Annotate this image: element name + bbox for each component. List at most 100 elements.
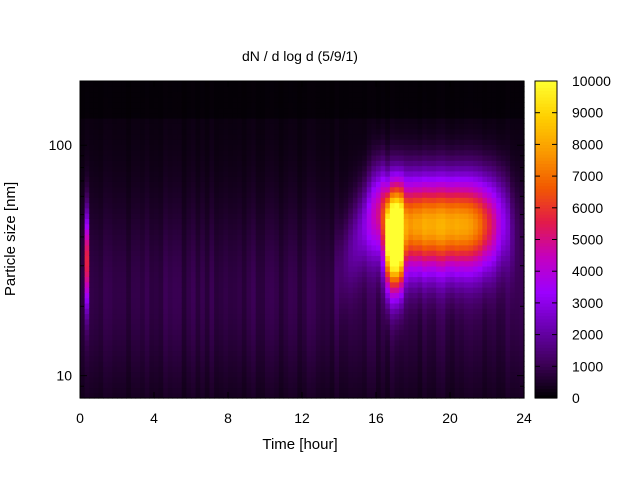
heatmap-cell	[107, 265, 113, 272]
heatmap-cell	[223, 91, 229, 98]
heatmap-cell	[371, 250, 377, 256]
heatmap-cell	[403, 102, 409, 109]
heatmap-cell	[214, 160, 220, 167]
heatmap-cell	[408, 139, 414, 145]
heatmap-cell	[413, 313, 419, 320]
heatmap-cell	[158, 133, 164, 140]
heatmap-cell	[278, 86, 285, 93]
heatmap-cell	[237, 154, 243, 161]
heatmap-cell	[408, 350, 414, 357]
heatmap-cell	[255, 213, 261, 219]
heatmap-cell	[306, 202, 312, 209]
heatmap-cell	[103, 287, 109, 293]
heatmap-cell	[320, 102, 326, 109]
heatmap-cell	[130, 276, 137, 283]
heatmap-cell	[431, 154, 437, 161]
heatmap-cell	[246, 361, 252, 367]
heatmap-cell	[389, 91, 396, 98]
heatmap-cell	[191, 239, 197, 246]
heatmap-cell	[121, 318, 127, 325]
heatmap-cell	[209, 329, 215, 336]
heatmap-cell	[292, 91, 298, 98]
heatmap-cell	[454, 81, 460, 87]
heatmap-cell	[288, 318, 294, 325]
heatmap-cell	[274, 128, 280, 135]
heatmap-cell	[329, 271, 335, 278]
heatmap-cell	[237, 91, 243, 98]
heatmap-cell	[352, 260, 359, 267]
heatmap-cell	[445, 276, 451, 283]
heatmap-cell	[158, 308, 164, 315]
heatmap-cell	[172, 387, 178, 394]
heatmap-cell	[389, 213, 396, 219]
heatmap-cell	[413, 139, 419, 145]
heatmap-cell	[117, 350, 123, 357]
heatmap-cell	[255, 244, 261, 251]
heatmap-cell	[265, 392, 271, 399]
heatmap-cell	[339, 297, 345, 304]
heatmap-cell	[149, 297, 155, 304]
heatmap-cell	[348, 345, 354, 352]
heatmap-cell	[167, 376, 174, 383]
heatmap-cell	[325, 355, 331, 362]
heatmap-cell	[334, 91, 340, 98]
heatmap-cell	[181, 191, 187, 198]
heatmap-cell	[380, 176, 386, 182]
heatmap-cell	[154, 197, 160, 204]
heatmap-cell	[454, 86, 460, 93]
heatmap-cell	[246, 355, 252, 362]
heatmap-cell	[255, 265, 261, 272]
heatmap-cell	[186, 355, 192, 362]
heatmap-cell	[334, 218, 340, 225]
heatmap-cell	[339, 271, 345, 278]
heatmap-cell	[98, 318, 104, 325]
heatmap-cell	[343, 366, 349, 373]
heatmap-cell	[117, 376, 123, 383]
heatmap-cell	[283, 81, 289, 87]
heatmap-cell	[232, 329, 238, 336]
heatmap-cell	[315, 149, 322, 156]
heatmap-cell	[195, 96, 201, 103]
heatmap-cell	[362, 112, 368, 119]
heatmap-cell	[450, 96, 456, 103]
heatmap-cell	[283, 239, 289, 246]
heatmap-cell	[325, 165, 331, 172]
heatmap-cell	[394, 234, 400, 241]
heatmap-cell	[306, 371, 312, 378]
heatmap-cell	[288, 308, 294, 315]
heatmap-cell	[380, 181, 386, 188]
heatmap-cell	[191, 292, 197, 299]
heatmap-cell	[380, 96, 386, 103]
heatmap-cell	[246, 271, 252, 278]
heatmap-cell	[149, 244, 155, 251]
heatmap-cell	[167, 366, 174, 373]
heatmap-cell	[80, 308, 86, 315]
heatmap-cell	[191, 255, 197, 262]
heatmap-cell	[389, 191, 396, 198]
heatmap-cell	[329, 123, 335, 130]
heatmap-cell	[186, 350, 192, 357]
heatmap-cell	[408, 154, 414, 161]
heatmap-cell	[204, 81, 211, 87]
heatmap-cell	[315, 165, 322, 172]
heatmap-cell	[149, 96, 155, 103]
heatmap-cell	[241, 207, 248, 214]
heatmap-cell	[260, 170, 266, 177]
heatmap-cell	[265, 86, 271, 93]
heatmap-cell	[255, 202, 261, 209]
heatmap-cell	[135, 371, 141, 378]
heatmap-cell	[251, 170, 257, 177]
heatmap-cell	[200, 355, 206, 362]
heatmap-cell	[181, 133, 187, 140]
heatmap-cell	[394, 260, 400, 267]
heatmap-cell	[422, 218, 428, 225]
heatmap-cell	[223, 117, 229, 124]
heatmap-cell	[191, 202, 197, 209]
heatmap-cell	[315, 376, 322, 383]
heatmap-cell	[167, 128, 174, 135]
heatmap-cell	[380, 123, 386, 130]
heatmap-cell	[269, 160, 275, 167]
heatmap-cell	[302, 181, 308, 188]
heatmap-cell	[177, 387, 183, 394]
heatmap-cell	[297, 371, 303, 378]
